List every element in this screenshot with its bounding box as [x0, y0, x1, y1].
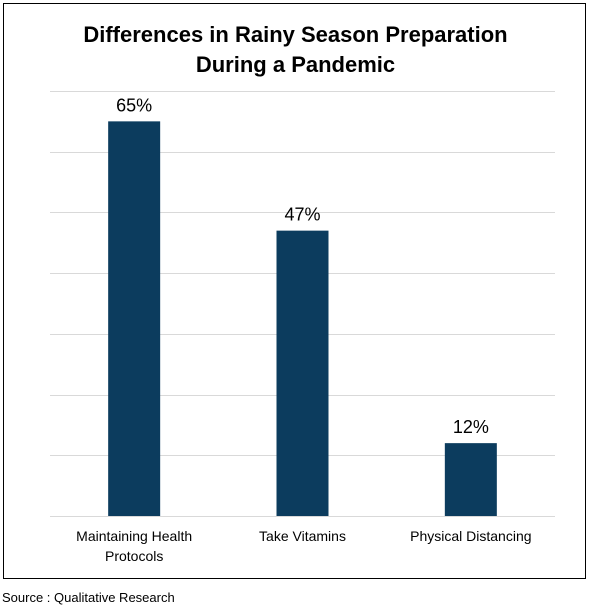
value-label-1: 47% [284, 205, 320, 225]
category-label-0: Maintaining Health Protocols [76, 528, 192, 564]
value-label-0: 65% [116, 95, 152, 115]
bar-0 [108, 121, 161, 516]
chart-title: Differences in Rainy Season Preparation … [4, 20, 587, 80]
chart-title-line-2: During a Pandemic [195, 52, 396, 77]
category-label-1: Take Vitamins [259, 528, 346, 544]
chart-title-line-1: Differences in Rainy Season Preparation [83, 22, 508, 47]
chart-frame: Differences in Rainy Season Preparation … [3, 3, 586, 579]
category-label-line: Maintaining Health [76, 528, 192, 544]
category-label-line: Protocols [105, 548, 163, 564]
source-note: Source : Qualitative Research [2, 590, 175, 605]
bar-2 [444, 443, 497, 516]
category-label-2: Physical Distancing [410, 528, 531, 544]
chart-plot: 65% Maintaining Health Protocols 47% Take Vi… [50, 91, 555, 564]
category-label-line: Physical Distancing [410, 528, 531, 544]
bar-1 [276, 230, 329, 516]
category-label-line: Take Vitamins [259, 528, 346, 544]
value-label-2: 12% [453, 417, 489, 437]
